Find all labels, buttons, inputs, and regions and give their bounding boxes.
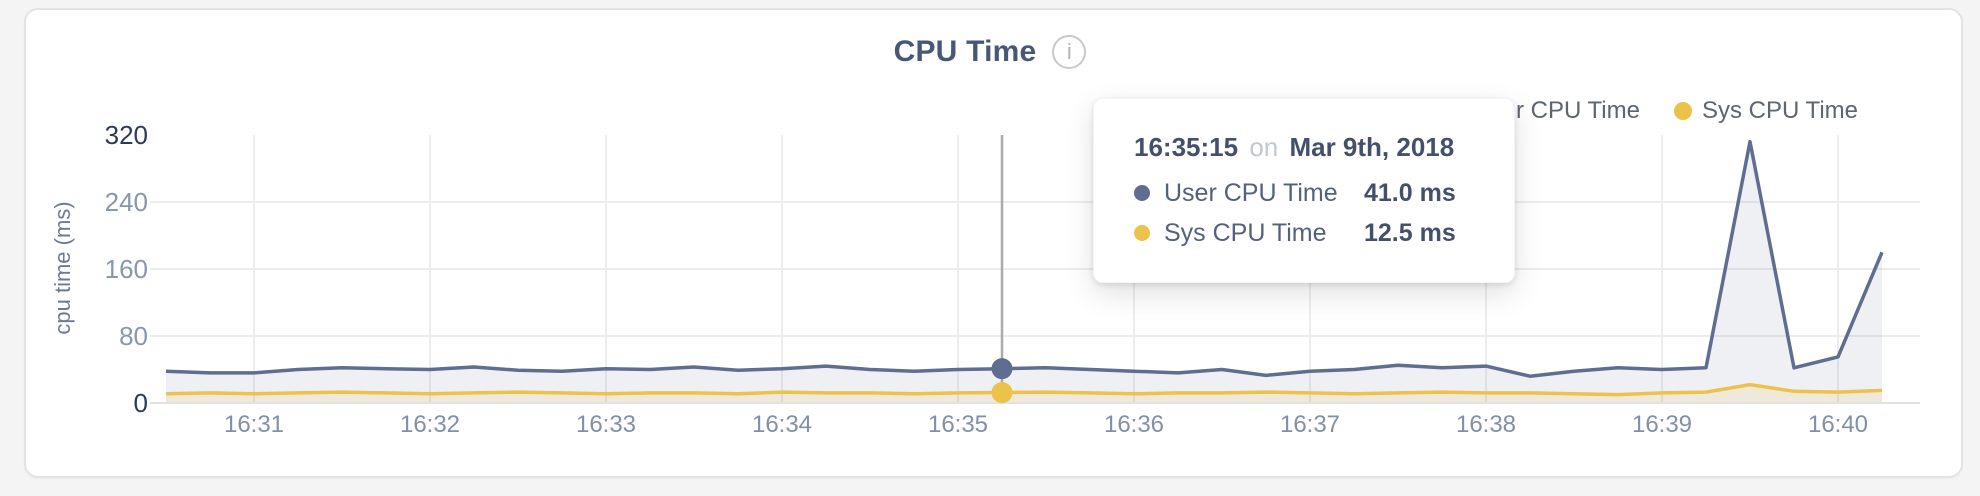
x-tick-label: 16:33 <box>575 411 637 438</box>
legend-item[interactable]: Sys CPU Time <box>1673 97 1858 125</box>
y-tick-label: 0 <box>133 388 148 418</box>
tooltip-connector: on <box>1249 132 1279 162</box>
chart-tooltip: 16:35:15 on Mar 9th, 2018 User CPU Time 4… <box>1093 98 1515 283</box>
tooltip-series-label: Sys CPU Time <box>1164 218 1327 247</box>
legend-swatch-icon <box>1673 102 1692 120</box>
y-tick-label: 160 <box>104 254 148 284</box>
hover-dot <box>991 382 1013 404</box>
tooltip-series-dot-icon <box>1134 185 1150 201</box>
tooltip-rows: User CPU Time 41.0 ms Sys CPU Time 12.5 ms <box>1134 173 1474 253</box>
x-tick-label: 16:34 <box>751 411 813 438</box>
tooltip-header: 16:35:15 on Mar 9th, 2018 <box>1134 129 1474 165</box>
x-tick-label: 16:36 <box>1103 411 1165 438</box>
series-line <box>165 139 1884 378</box>
tooltip-series-value: 12.5 ms <box>1364 218 1456 247</box>
legend-label: Sys CPU Time <box>1701 97 1858 124</box>
series-area <box>166 141 1882 403</box>
info-icon[interactable]: i <box>1052 35 1087 69</box>
x-tick-label: 16:38 <box>1455 411 1517 438</box>
tooltip-time: 16:35:15 <box>1134 132 1239 162</box>
chart-title: CPU Time <box>893 35 1037 68</box>
y-tick-label: 240 <box>104 187 148 217</box>
tooltip-series-value: 41.0 ms <box>1364 178 1456 207</box>
y-tick-label: 320 <box>104 120 148 150</box>
tooltip-row: Sys CPU Time 12.5 ms <box>1134 213 1474 253</box>
tooltip-date: Mar 9th, 2018 <box>1289 132 1455 162</box>
tooltip-series-dot-icon <box>1134 225 1150 241</box>
series-line <box>165 382 1883 397</box>
x-tick-label: 16:37 <box>1279 411 1341 438</box>
x-tick-label: 16:35 <box>927 411 989 438</box>
x-tick-label: 16:39 <box>1631 411 1693 438</box>
chart-header: CPU Time i <box>0 30 1980 74</box>
x-tick-label: 16:32 <box>399 411 461 438</box>
hover-dot <box>991 358 1013 380</box>
y-tick-label: 80 <box>119 321 148 351</box>
cpu-time-chart-card <box>24 8 1963 478</box>
x-tick-label: 16:40 <box>1807 411 1869 438</box>
x-tick-label: 16:31 <box>223 411 285 438</box>
tooltip-series-label: User CPU Time <box>1164 178 1338 207</box>
tooltip-row: User CPU Time 41.0 ms <box>1134 173 1474 213</box>
